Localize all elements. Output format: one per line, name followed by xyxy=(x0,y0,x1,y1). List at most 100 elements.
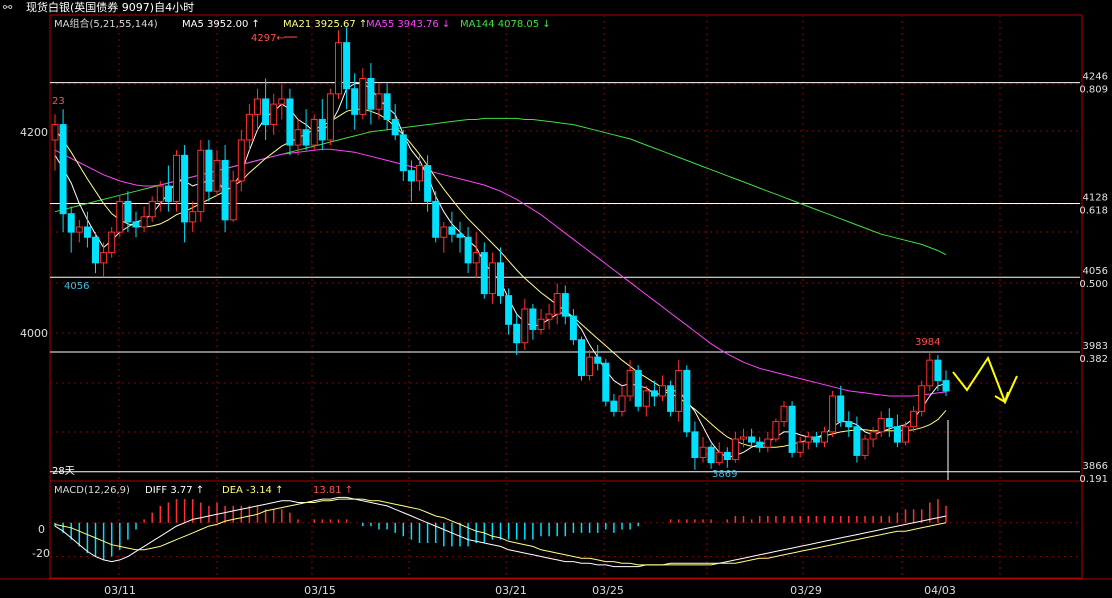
candle-body xyxy=(764,438,772,448)
chart-frame xyxy=(49,14,1083,579)
candlesticks xyxy=(51,27,1018,480)
candle-body xyxy=(343,42,351,90)
candle-body xyxy=(262,98,270,126)
candle-body xyxy=(424,165,432,202)
candle-body xyxy=(440,226,448,238)
candle-body xyxy=(610,400,618,412)
window-title: 现货白银(英国债券 9097)自4小时 xyxy=(26,1,195,14)
ma144-line xyxy=(54,117,947,256)
link-icon[interactable]: ⚯ xyxy=(3,1,13,14)
candle-body xyxy=(100,252,108,264)
candle-body xyxy=(699,446,707,458)
candle-body xyxy=(877,418,885,433)
candle-body xyxy=(723,451,731,461)
candle-body xyxy=(821,431,828,443)
candle-body xyxy=(853,426,861,456)
candle-body xyxy=(918,385,926,412)
candle-body xyxy=(586,356,594,377)
x-axis-label: 03/21 xyxy=(495,584,527,597)
candle-body xyxy=(205,149,213,192)
candle-body xyxy=(942,380,950,392)
annotation-low: 3869 xyxy=(712,469,737,480)
candle-body xyxy=(731,438,739,461)
candle-body xyxy=(448,226,456,235)
x-axis-label: 03/15 xyxy=(304,584,336,597)
price-axis-label: 4000 xyxy=(20,327,48,340)
candle-body xyxy=(432,200,440,238)
candle-body xyxy=(740,436,747,440)
candle-body xyxy=(197,149,205,213)
candle-body xyxy=(885,418,893,428)
candle-body xyxy=(804,436,812,443)
candle-body xyxy=(561,293,569,317)
macd-panel xyxy=(54,496,947,568)
period-label: 28天 xyxy=(52,466,75,477)
candle-body xyxy=(254,98,261,115)
candle-body xyxy=(59,124,67,215)
candle-body xyxy=(748,436,756,443)
candle-body xyxy=(148,200,156,218)
legend-main-item: MA5 3952.00 ↑ xyxy=(182,19,260,30)
candle-body xyxy=(683,369,691,433)
candle-body xyxy=(464,236,472,264)
candle-body xyxy=(910,410,918,428)
candle-body xyxy=(140,216,148,228)
fib-ratio-label: 0.809 xyxy=(1079,85,1108,96)
candle-body xyxy=(902,426,909,443)
legend-macd-item: DIFF 3.77 ↑ xyxy=(145,485,204,496)
legend-main-item: MA55 3943.76 ↓ xyxy=(366,19,450,30)
macd-axis-label: 0 xyxy=(38,523,45,536)
candle-body xyxy=(650,390,658,397)
candle-body xyxy=(156,185,164,202)
candle-body xyxy=(537,318,545,330)
candle-body xyxy=(213,159,221,192)
candle-body xyxy=(642,390,650,407)
candle-body xyxy=(659,385,666,397)
legend-macd-item: 13.81 ↑ xyxy=(313,485,353,496)
candle-body xyxy=(189,211,197,223)
x-axis-label: 03/29 xyxy=(790,584,822,597)
candle-body xyxy=(229,180,237,221)
candle-body xyxy=(286,98,294,146)
legend-macd-item: DEA -3.14 ↑ xyxy=(222,485,283,496)
candle-body xyxy=(796,441,804,453)
fib-ratio-label: 0.500 xyxy=(1079,279,1108,290)
candle-body xyxy=(529,308,537,330)
macd-diff-line xyxy=(54,496,947,568)
candle-body xyxy=(310,118,318,146)
candle-body xyxy=(245,113,253,141)
title-bar: ⚯ 现货白银(英国债券 9097)自4小时 xyxy=(0,0,1112,15)
fib-price-label: 4128 xyxy=(1083,192,1108,203)
candle-body xyxy=(456,233,464,238)
candle-body xyxy=(634,369,642,407)
fib-price-label: 4056 xyxy=(1083,266,1108,277)
candle-body xyxy=(83,226,91,238)
candle-body xyxy=(75,226,83,233)
annotation-left: 23 xyxy=(52,96,65,107)
candle-body xyxy=(675,369,683,412)
candle-body xyxy=(756,441,764,448)
candle-body xyxy=(845,421,853,428)
x-axis-label: 04/03 xyxy=(924,584,956,597)
candle-body xyxy=(335,42,342,95)
candle-body xyxy=(497,262,504,297)
candle-body xyxy=(780,405,788,423)
candle-body xyxy=(221,159,229,221)
fib-price-label: 3866 xyxy=(1083,461,1108,472)
candle-body xyxy=(416,165,423,182)
annotation-recent-high: 3984 xyxy=(915,337,940,348)
candle-body xyxy=(367,78,375,110)
fibonacci-levels: 4246 0.809 4128 0.618 4056 0.500 3983 0.382 3866… xyxy=(50,72,1108,485)
candle-body xyxy=(270,103,278,126)
candle-body xyxy=(173,154,180,202)
candle-body xyxy=(667,385,675,412)
candle-body xyxy=(505,295,513,325)
candle-body xyxy=(569,315,577,341)
candle-body xyxy=(383,93,391,120)
fib-ratio-label: 0.382 xyxy=(1079,354,1108,365)
legend-main-item: MA21 3925.67 ↑ xyxy=(283,19,367,30)
candle-body xyxy=(407,170,415,182)
candle-body xyxy=(351,88,359,115)
candle-body xyxy=(626,369,634,397)
